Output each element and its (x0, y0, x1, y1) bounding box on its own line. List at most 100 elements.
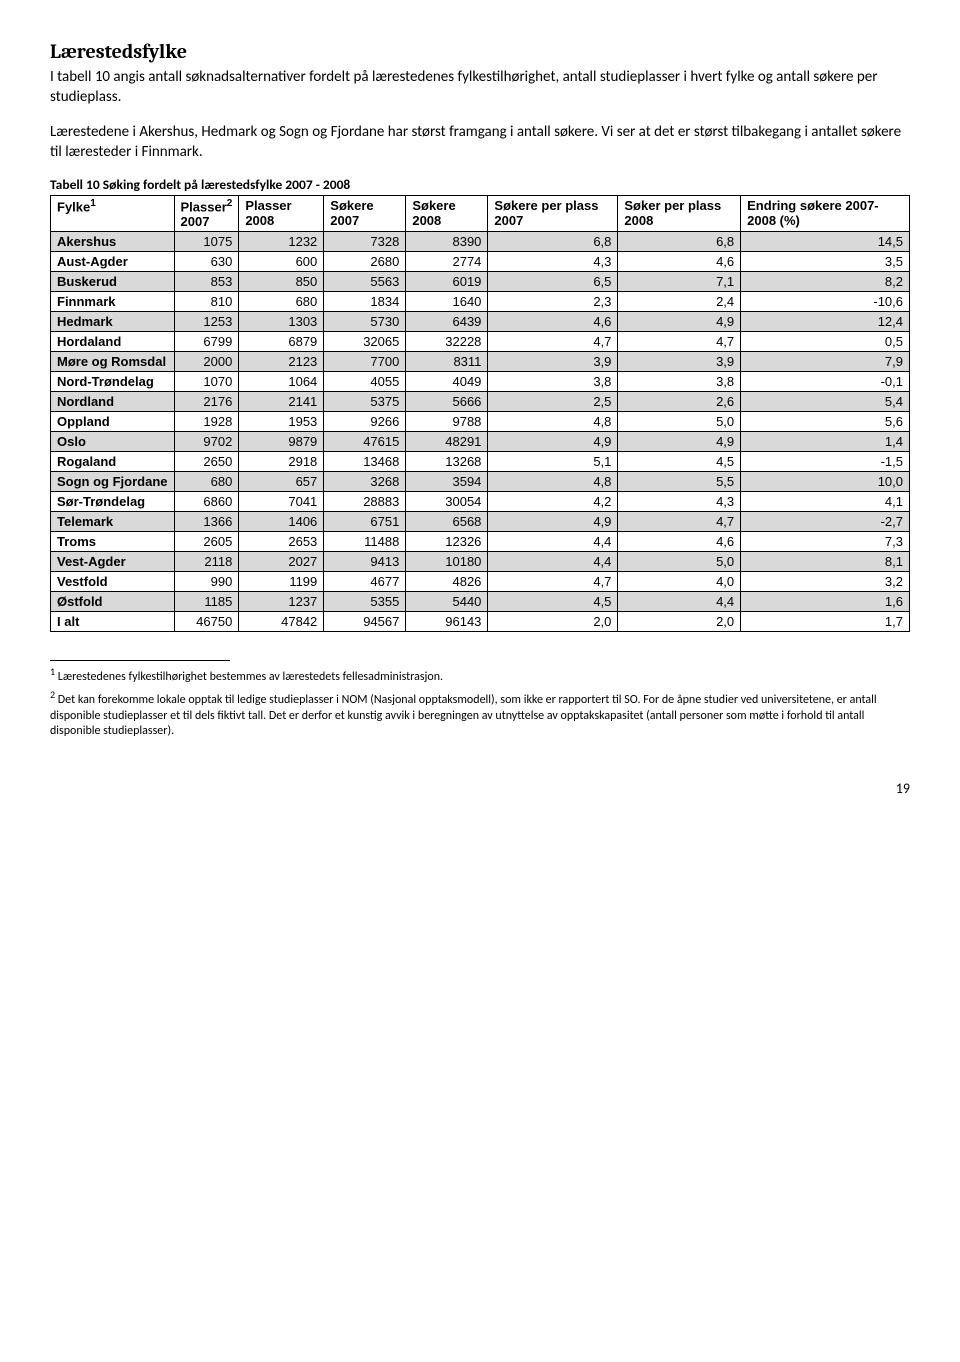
cell-value: 4049 (406, 372, 488, 392)
cell-value: 94567 (324, 612, 406, 632)
cell-value: 990 (174, 572, 239, 592)
cell-value: 1199 (239, 572, 324, 592)
cell-value: 8390 (406, 232, 488, 252)
col-plasser-2008: Plasser 2008 (239, 196, 324, 232)
row-label: Telemark (51, 512, 175, 532)
cell-value: 4,7 (488, 332, 618, 352)
cell-value: 3,9 (488, 352, 618, 372)
cell-value: 5563 (324, 272, 406, 292)
footnote-2: 2 Det kan forekomme lokale opptak til le… (50, 688, 910, 740)
table-row: Vestfold9901199467748264,74,03,2 (51, 572, 910, 592)
cell-value: 4,9 (488, 512, 618, 532)
cell-value: 9702 (174, 432, 239, 452)
cell-value: 5355 (324, 592, 406, 612)
cell-value: 7328 (324, 232, 406, 252)
cell-value: 1303 (239, 312, 324, 332)
cell-value: 4,5 (488, 592, 618, 612)
intro-paragraph-1: I tabell 10 angis antall søknadsalternat… (50, 67, 910, 108)
cell-value: 1834 (324, 292, 406, 312)
cell-value: 1064 (239, 372, 324, 392)
cell-value: 4,9 (618, 312, 741, 332)
cell-value: -10,6 (741, 292, 910, 312)
cell-value: 4,7 (488, 572, 618, 592)
cell-value: 7700 (324, 352, 406, 372)
cell-value: 3,8 (488, 372, 618, 392)
row-label: Sør-Trøndelag (51, 492, 175, 512)
row-label: Østfold (51, 592, 175, 612)
col-soker-per-plass-2008: Søker per plass 2008 (618, 196, 741, 232)
cell-value: 4,9 (618, 432, 741, 452)
cell-value: 4,4 (488, 552, 618, 572)
cell-value: 10,0 (741, 472, 910, 492)
cell-value: 6751 (324, 512, 406, 532)
cell-value: 2141 (239, 392, 324, 412)
table-row: Finnmark810680183416402,32,4-10,6 (51, 292, 910, 312)
cell-value: 5375 (324, 392, 406, 412)
table-row: I alt467504784294567961432,02,01,7 (51, 612, 910, 632)
cell-value: 850 (239, 272, 324, 292)
table-row: Sør-Trøndelag6860704128883300544,24,34,1 (51, 492, 910, 512)
cell-value: 46750 (174, 612, 239, 632)
cell-value: 1237 (239, 592, 324, 612)
cell-value: 9266 (324, 412, 406, 432)
cell-value: 6,5 (488, 272, 618, 292)
cell-value: 5,0 (618, 412, 741, 432)
table-row: Nordland21762141537556662,52,65,4 (51, 392, 910, 412)
col-sokere-per-plass-2007: Søkere per plass 2007 (488, 196, 618, 232)
cell-value: 9413 (324, 552, 406, 572)
cell-value: 4,3 (618, 492, 741, 512)
cell-value: 1366 (174, 512, 239, 532)
cell-value: 2,0 (618, 612, 741, 632)
row-label: Hordaland (51, 332, 175, 352)
col-fylke: Fylke1 (51, 196, 175, 232)
cell-value: 3,9 (618, 352, 741, 372)
table-row: Oslo9702987947615482914,94,91,4 (51, 432, 910, 452)
cell-value: 5,5 (618, 472, 741, 492)
cell-value: 2,3 (488, 292, 618, 312)
section-heading: Lærestedsfylke (50, 40, 910, 63)
cell-value: 6019 (406, 272, 488, 292)
cell-value: 1406 (239, 512, 324, 532)
cell-value: 3268 (324, 472, 406, 492)
cell-value: 1,4 (741, 432, 910, 452)
cell-value: 1,6 (741, 592, 910, 612)
cell-value: 32065 (324, 332, 406, 352)
cell-value: 4,7 (618, 512, 741, 532)
cell-value: 5730 (324, 312, 406, 332)
cell-value: 4,8 (488, 412, 618, 432)
cell-value: 47615 (324, 432, 406, 452)
table-row: Nord-Trøndelag10701064405540493,83,8-0,1 (51, 372, 910, 392)
cell-value: 1,7 (741, 612, 910, 632)
cell-value: 1075 (174, 232, 239, 252)
cell-value: 2653 (239, 532, 324, 552)
row-label: Nord-Trøndelag (51, 372, 175, 392)
cell-value: 1070 (174, 372, 239, 392)
table-row: Vest-Agder211820279413101804,45,08,1 (51, 552, 910, 572)
col-endring: Endring søkere 2007-2008 (%) (741, 196, 910, 232)
cell-value: 6879 (239, 332, 324, 352)
cell-value: 4677 (324, 572, 406, 592)
cell-value: 47842 (239, 612, 324, 632)
cell-value: -0,1 (741, 372, 910, 392)
table-header-row: Fylke1 Plasser22007 Plasser 2008 Søkere … (51, 196, 910, 232)
cell-value: 12326 (406, 532, 488, 552)
cell-value: 5440 (406, 592, 488, 612)
cell-value: 680 (174, 472, 239, 492)
table-row: Hedmark12531303573064394,64,912,4 (51, 312, 910, 332)
cell-value: 2123 (239, 352, 324, 372)
cell-value: 2650 (174, 452, 239, 472)
table-row: Østfold11851237535554404,54,41,6 (51, 592, 910, 612)
cell-value: 2605 (174, 532, 239, 552)
cell-value: 5,1 (488, 452, 618, 472)
cell-value: 9788 (406, 412, 488, 432)
footnote-divider (50, 660, 230, 661)
cell-value: 4055 (324, 372, 406, 392)
cell-value: -1,5 (741, 452, 910, 472)
cell-value: 1253 (174, 312, 239, 332)
cell-value: 13468 (324, 452, 406, 472)
table-row: Aust-Agder630600268027744,34,63,5 (51, 252, 910, 272)
cell-value: 853 (174, 272, 239, 292)
cell-value: 6,8 (618, 232, 741, 252)
cell-value: 6439 (406, 312, 488, 332)
row-label: Troms (51, 532, 175, 552)
